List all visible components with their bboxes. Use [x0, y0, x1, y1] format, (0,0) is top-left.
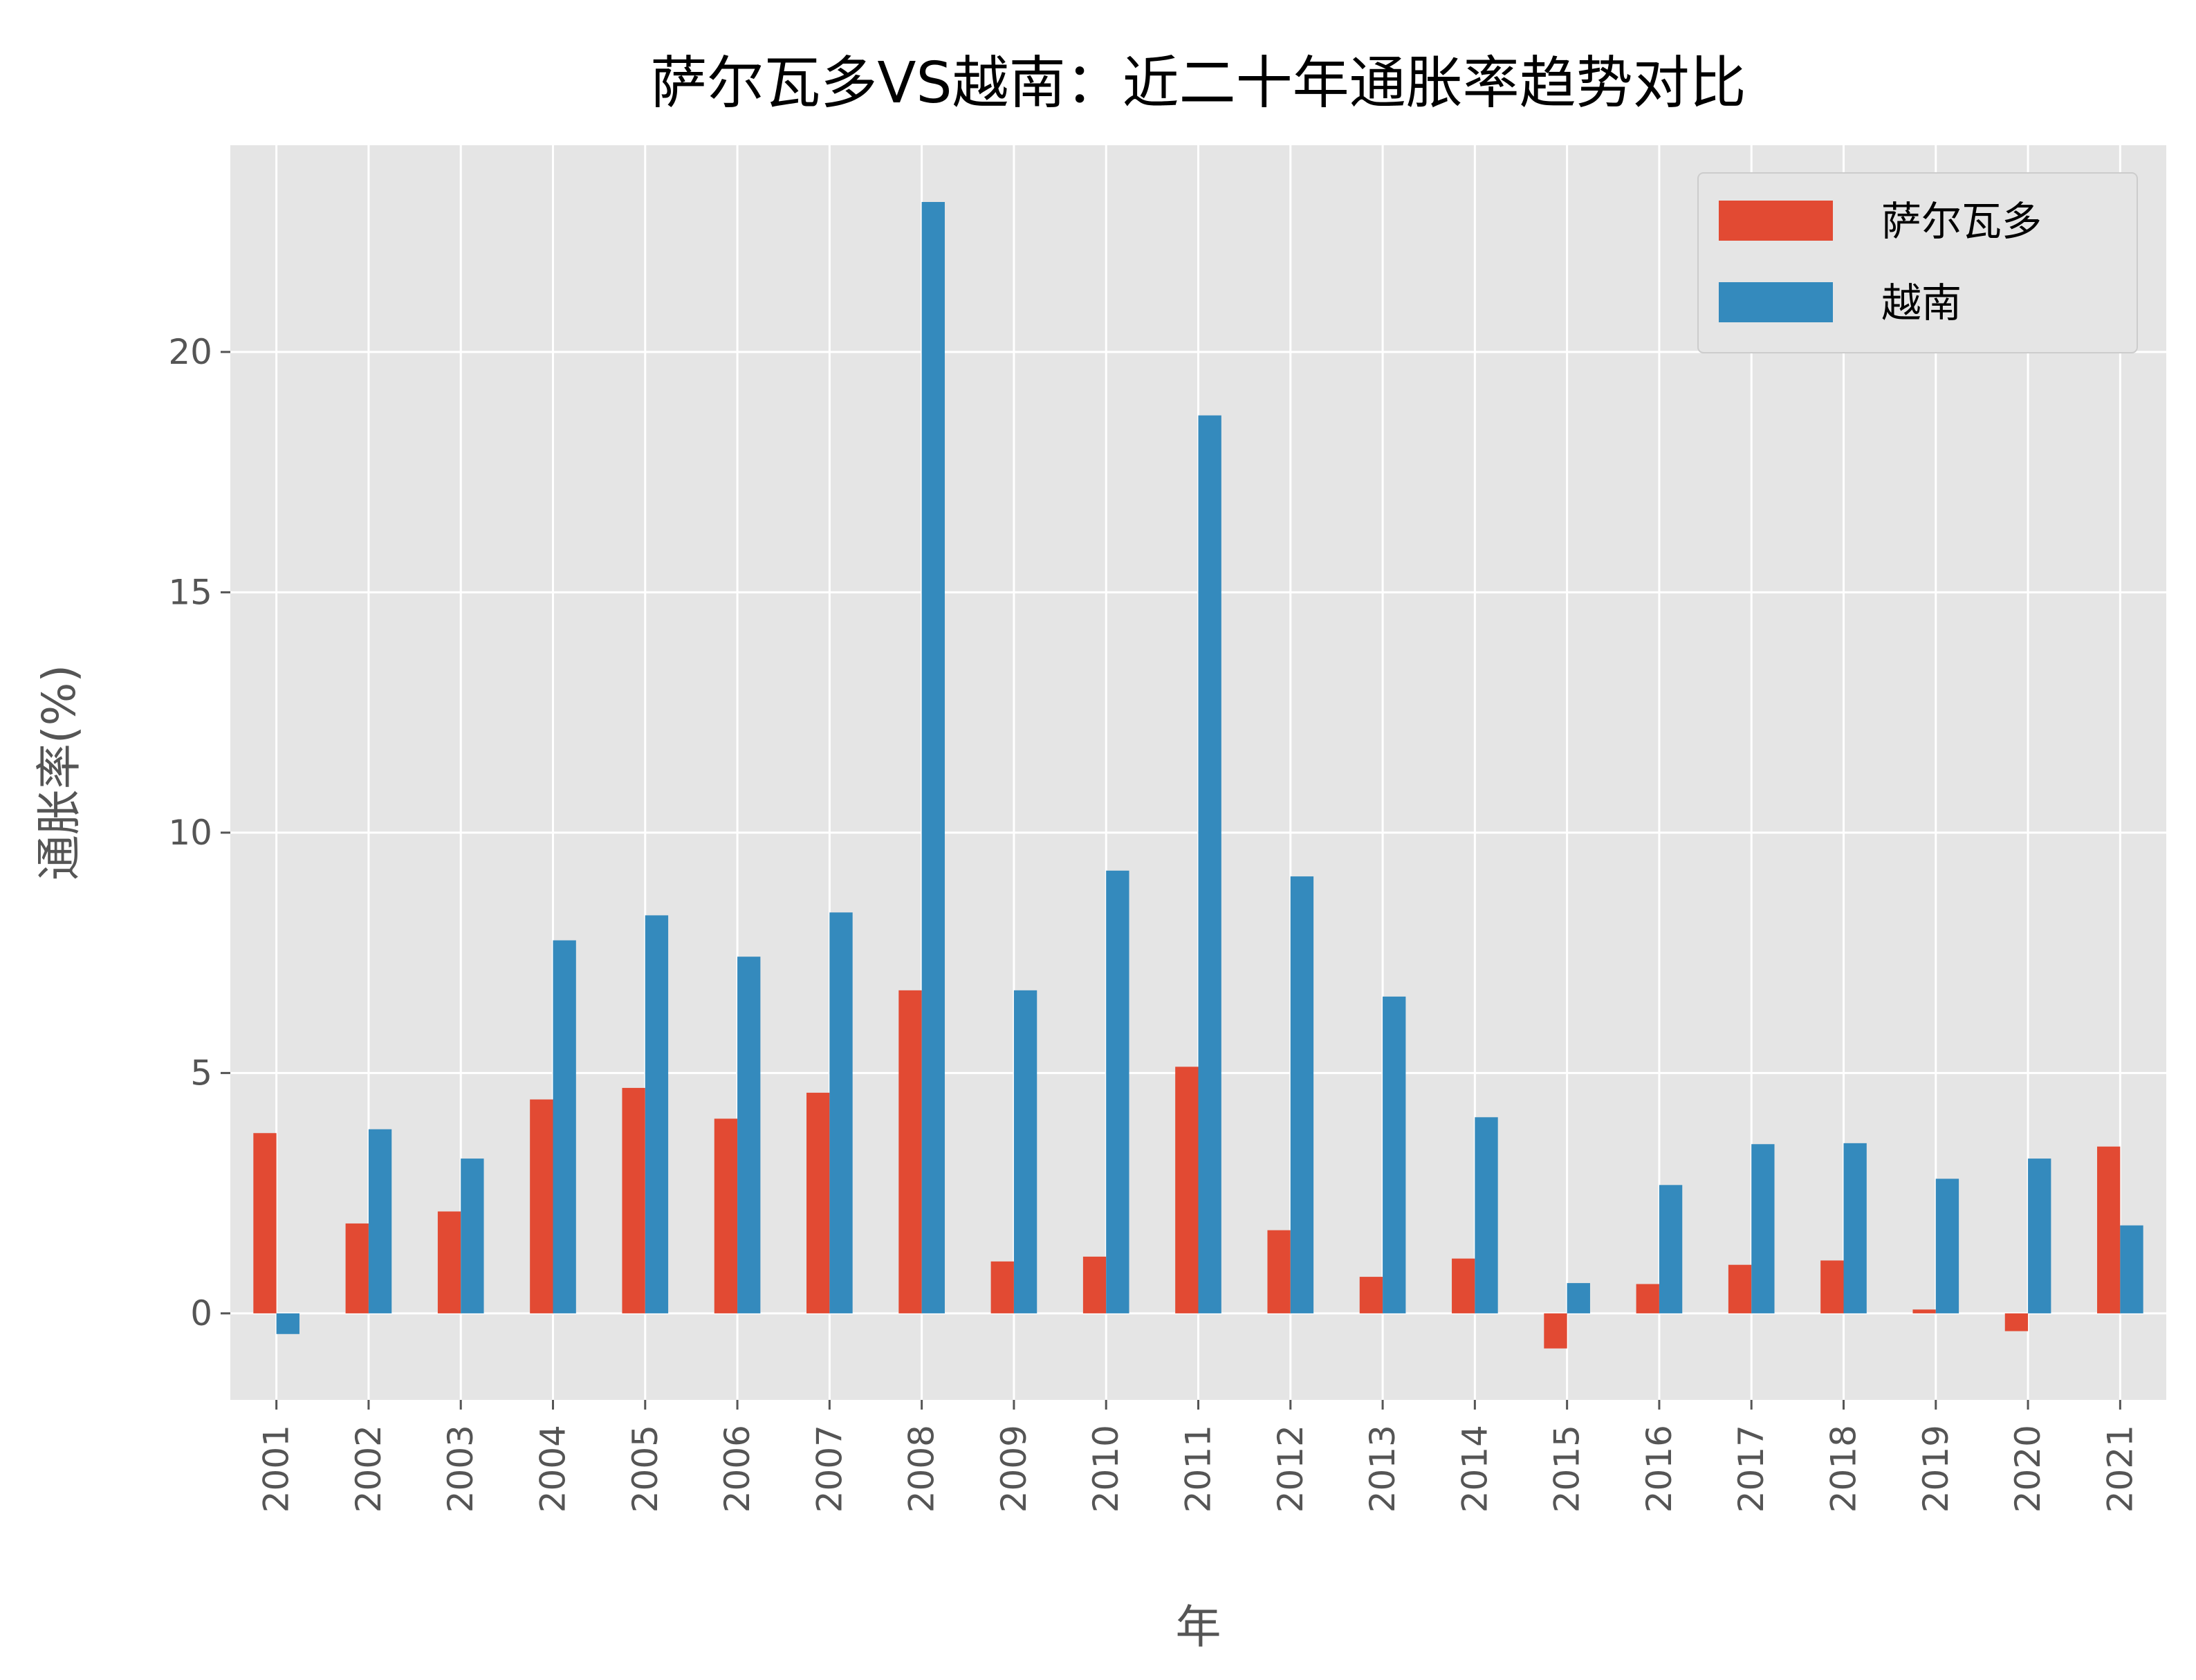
bar-el-salvador — [1544, 1313, 1567, 1349]
x-tick-label: 2009 — [994, 1425, 1034, 1513]
y-tick-label: 20 — [168, 332, 212, 372]
x-tick-label: 2019 — [1916, 1425, 1956, 1513]
bar-vietnam — [1106, 870, 1129, 1313]
bar-el-salvador — [714, 1118, 738, 1313]
bar-el-salvador — [1175, 1067, 1199, 1313]
bar-vietnam — [1659, 1185, 1683, 1313]
bar-el-salvador — [1636, 1284, 1659, 1313]
bar-vietnam — [1843, 1143, 1867, 1313]
bar-vietnam — [1013, 990, 1037, 1313]
bar-el-salvador — [1452, 1258, 1475, 1313]
y-axis-label: 通胀率(%) — [33, 665, 86, 880]
bar-el-salvador — [1820, 1260, 1844, 1313]
x-tick-label: 2020 — [2008, 1425, 2048, 1513]
chart-title: 萨尔瓦多VS越南：近二十年通胀率趋势对比 — [650, 50, 1746, 116]
bar-vietnam — [368, 1129, 392, 1313]
bar-el-salvador — [1267, 1230, 1291, 1313]
bar-vietnam — [553, 940, 576, 1313]
bar-el-salvador — [253, 1133, 277, 1313]
bar-vietnam — [1383, 996, 1406, 1313]
bar-vietnam — [2120, 1225, 2143, 1313]
bar-vietnam — [829, 912, 853, 1313]
bar-el-salvador — [990, 1261, 1014, 1313]
bar-el-salvador — [1912, 1309, 1936, 1313]
bar-vietnam — [1198, 415, 1221, 1313]
bar-vietnam — [1475, 1117, 1498, 1313]
bar-el-salvador — [2097, 1146, 2121, 1313]
x-tick-label: 2015 — [1547, 1425, 1587, 1513]
x-tick-label: 2021 — [2100, 1425, 2140, 1513]
bar-vietnam — [461, 1159, 484, 1313]
x-tick-label: 2006 — [717, 1425, 757, 1513]
bar-vietnam — [921, 202, 945, 1313]
legend: 萨尔瓦多 越南 — [1697, 172, 2138, 353]
bars — [253, 202, 2143, 1349]
bar-el-salvador — [2004, 1313, 2029, 1331]
x-tick-label: 2007 — [809, 1425, 849, 1513]
x-tick-label: 2002 — [349, 1425, 389, 1513]
y-tick-label: 10 — [168, 813, 212, 853]
x-tick-label: 2014 — [1455, 1425, 1495, 1513]
x-axis-label: 年 — [1176, 1600, 1221, 1654]
legend-label-el-salvador: 萨尔瓦多 — [1881, 198, 2042, 245]
x-tick-label: 2012 — [1271, 1425, 1311, 1513]
bar-el-salvador — [1082, 1256, 1107, 1313]
x-tick-label: 2005 — [625, 1425, 665, 1513]
x-tick-label: 2008 — [902, 1425, 942, 1513]
bar-vietnam — [645, 915, 669, 1313]
bar-vietnam — [737, 957, 761, 1313]
legend-swatch-el-salvador — [1719, 201, 1833, 241]
bar-el-salvador — [1728, 1264, 1752, 1313]
x-tick-label: 2010 — [1086, 1425, 1126, 1513]
y-tick-label: 15 — [168, 572, 212, 612]
bar-vietnam — [1751, 1144, 1775, 1313]
bar-vietnam — [2028, 1159, 2051, 1313]
x-tick-label: 2016 — [1639, 1425, 1679, 1513]
x-tick-label: 2018 — [1824, 1425, 1864, 1513]
bar-el-salvador — [898, 990, 922, 1313]
bar-el-salvador — [530, 1099, 553, 1313]
legend-swatch-vietnam — [1719, 282, 1833, 322]
x-tick-label: 2001 — [257, 1425, 297, 1513]
bar-vietnam — [1290, 876, 1314, 1313]
x-tick-label: 2003 — [441, 1425, 481, 1513]
bar-el-salvador — [622, 1087, 645, 1313]
bar-el-salvador — [1359, 1277, 1383, 1313]
y-tick-label: 5 — [190, 1053, 212, 1093]
y-tick-label: 0 — [190, 1293, 212, 1333]
axis-ticks: 0 5 10 15 20 2001 2002 2003 2004 2005 2006 2007 2008… — [168, 332, 2140, 1513]
bar-vietnam — [1567, 1283, 1590, 1313]
bar-vietnam — [1935, 1179, 1959, 1313]
bar-el-salvador — [806, 1092, 830, 1313]
bar-el-salvador — [345, 1223, 369, 1313]
x-tick-label: 2004 — [533, 1425, 573, 1513]
legend-label-vietnam: 越南 — [1881, 279, 1962, 326]
bar-el-salvador — [437, 1211, 461, 1313]
x-tick-label: 2013 — [1363, 1425, 1403, 1513]
bar-vietnam — [276, 1313, 299, 1334]
x-tick-label: 2011 — [1179, 1425, 1219, 1513]
x-tick-label: 2017 — [1731, 1425, 1771, 1513]
